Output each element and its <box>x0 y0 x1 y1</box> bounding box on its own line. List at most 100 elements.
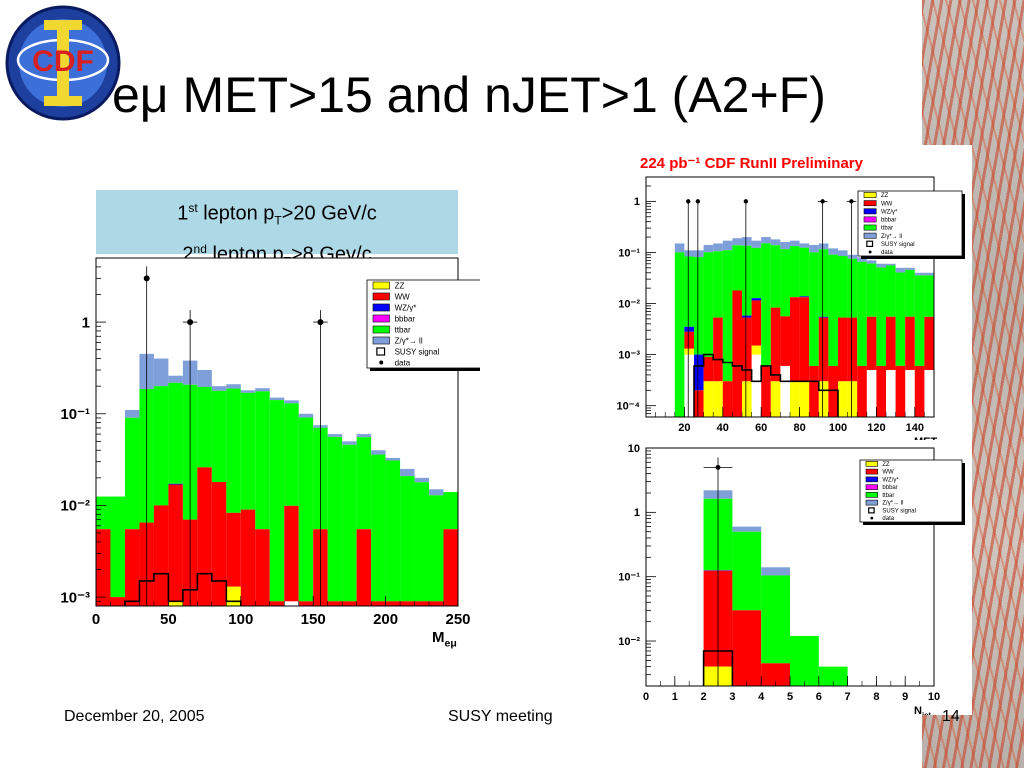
footer-date: December 20, 2005 <box>64 708 205 725</box>
legend-swatch-zll <box>863 232 877 239</box>
bar-zll <box>371 450 386 455</box>
bar-zll <box>722 240 733 251</box>
chart-banner: 224 pb⁻¹ CDF RunII Preliminary <box>640 155 864 172</box>
bar-zz <box>168 601 183 606</box>
bar-ttbar <box>694 257 704 355</box>
bar-ww <box>847 317 858 382</box>
x-tick-label: 2 <box>701 691 707 703</box>
legend-swatch-ttbar <box>865 492 878 498</box>
bar-zz <box>790 381 800 417</box>
bar-zll <box>761 237 771 244</box>
legend-label: WZ/γ* <box>882 477 899 483</box>
bar-ww <box>886 316 896 370</box>
bar-ww <box>799 297 810 382</box>
bar-zll <box>284 400 299 404</box>
legend-swatch-bbbar <box>372 314 390 323</box>
x-tick-label: 250 <box>445 611 470 628</box>
bar-ww <box>356 529 372 606</box>
bar-zll <box>838 250 848 256</box>
legend-label: bbbar <box>882 485 897 491</box>
x-tick-label: 80 <box>793 422 805 434</box>
bar-ttbar <box>674 252 685 417</box>
bar-ttbar <box>414 482 430 602</box>
x-tick-label: 0 <box>643 691 649 703</box>
legend-swatch-bbbar <box>863 216 877 223</box>
legend-label: SUSY signal <box>881 242 915 248</box>
bar-ttbar <box>385 460 401 602</box>
bar-ttbar <box>818 249 829 317</box>
bar-zll <box>211 386 227 391</box>
bar-ttbar <box>284 403 299 506</box>
legend-label: ZZ <box>395 281 405 290</box>
legend-label: Z/γ*→ ll <box>882 501 903 507</box>
bar-ttbar <box>298 417 314 602</box>
bar-zz <box>751 345 762 355</box>
legend-swatch-zz <box>865 461 878 467</box>
bar-zll <box>429 489 444 496</box>
y-tick-label: 10⁻⁴ <box>617 401 640 413</box>
bar-ttbar <box>876 267 886 366</box>
bar-ttbar <box>124 417 140 530</box>
bar-zll <box>703 244 714 253</box>
bar-zll <box>914 272 925 276</box>
bar-ww <box>742 317 752 382</box>
bar-zll <box>168 375 183 383</box>
y-tick-label: 10⁻² <box>60 498 90 515</box>
legend-swatch-signal <box>866 240 874 248</box>
bar-ww <box>153 505 169 606</box>
data-point <box>849 199 854 204</box>
bar-zll <box>790 240 800 247</box>
bar-zll <box>124 409 140 418</box>
bar-ttbar <box>732 245 742 291</box>
bar-ttbar <box>96 496 111 530</box>
susy-signal-line <box>124 572 242 606</box>
bar-ww <box>168 484 183 602</box>
bar-ww <box>857 365 867 417</box>
bar-ww <box>429 601 444 606</box>
x-tick-label: 60 <box>755 422 767 434</box>
legend-swatch-zll <box>865 499 878 506</box>
legend-label: ttbar <box>882 493 894 499</box>
legend-label: WZ/γ* <box>881 209 898 215</box>
bar-zll <box>197 370 212 387</box>
legend-label: bbbar <box>881 218 896 224</box>
bar-wz <box>684 326 694 332</box>
x-tick-label: 200 <box>373 611 398 628</box>
x-tick-label: 6 <box>816 691 822 703</box>
bar-zz <box>703 381 714 417</box>
bar-ww <box>828 365 838 417</box>
bar-zll <box>905 267 915 270</box>
bar-ttbar <box>684 256 694 327</box>
legend-swatch-wz <box>372 303 390 312</box>
legend-swatch-wz <box>865 476 878 483</box>
x-tick-label: 40 <box>717 422 729 434</box>
bar-ww <box>110 597 125 606</box>
bar-ww <box>780 316 790 366</box>
legend-swatch-bbbar <box>865 484 878 490</box>
y-tick-label: 1 <box>634 507 640 519</box>
legend-swatch-zll <box>372 336 390 345</box>
y-tick-label: 10⁻³ <box>60 589 90 606</box>
bar-ttbar <box>799 247 810 297</box>
bar-wz <box>799 296 810 298</box>
x-tick-label: 4 <box>758 691 765 703</box>
bar-ww <box>809 365 819 417</box>
bar-ww <box>876 365 886 417</box>
bar-zll <box>385 457 401 461</box>
bar-ttbar <box>713 251 723 318</box>
y-tick-label: 10⁻³ <box>618 349 640 361</box>
bar-ttbar <box>857 261 867 366</box>
cdf-logo: CDF <box>5 5 121 121</box>
bar-zll <box>713 243 723 252</box>
x-tick-label: 5 <box>787 691 793 703</box>
bar-ttbar <box>847 258 858 318</box>
bar-ww <box>96 529 111 606</box>
logo-text: CDF <box>32 45 94 78</box>
bar-zll <box>732 526 762 532</box>
bar-zll <box>298 413 314 418</box>
bar-zll <box>857 257 867 262</box>
bar-wz <box>751 298 762 301</box>
bar-ww <box>414 601 430 606</box>
bar-zll <box>674 243 685 253</box>
